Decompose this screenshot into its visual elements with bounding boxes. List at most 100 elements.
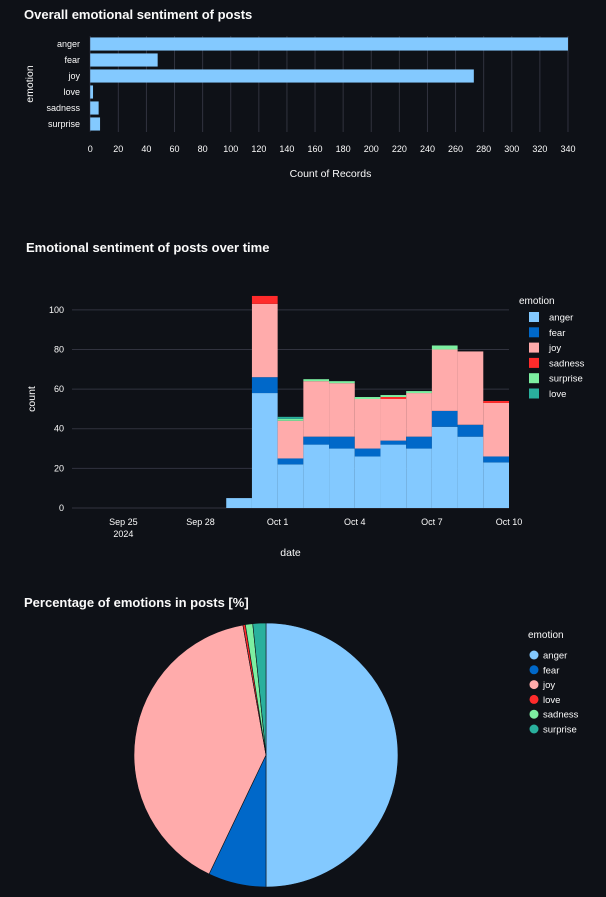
bar-anger — [329, 448, 355, 508]
legend-swatch-love — [529, 694, 539, 704]
bar-sadness — [90, 101, 99, 115]
x-tick-label: Sep 28 — [186, 517, 215, 527]
legend-label-anger: anger — [549, 313, 573, 324]
bar-love — [90, 85, 94, 99]
bar-fear — [354, 448, 381, 457]
legend-swatch-sadness — [529, 357, 539, 368]
y-tick-label: 20 — [54, 463, 64, 473]
bar-anger — [431, 426, 458, 508]
y-tick-label: 0 — [59, 503, 64, 513]
bar-surprise — [303, 379, 330, 382]
bar-joy — [457, 351, 484, 425]
bar-anger — [380, 444, 407, 508]
bar-sadness — [483, 400, 509, 403]
legend-swatch-joy — [529, 680, 539, 690]
bar-fear — [251, 377, 278, 394]
chart3-title: Percentage of emotions in posts [%] — [24, 595, 249, 610]
x-tick-label: Oct 10 — [496, 517, 523, 527]
x-tick-label: 60 — [170, 144, 180, 154]
x-axis-label: date — [280, 547, 301, 559]
y-tick-label: 60 — [54, 384, 64, 394]
x-tick-label: 20 — [113, 144, 123, 154]
bar-surprise — [90, 117, 101, 131]
bar-fear — [457, 424, 484, 437]
legend-swatch-surprise — [529, 373, 539, 384]
x-tick-label: 160 — [308, 144, 323, 154]
chart3-pie-chart: emotion anger fear joy love sadness surprise — [133, 622, 579, 888]
bar-surprise — [277, 418, 304, 421]
y-tick-label: love — [63, 87, 80, 97]
x-tick-label: Sep 25 — [109, 517, 138, 527]
legend-title: emotion — [519, 296, 555, 307]
bar-sadness — [251, 295, 278, 304]
bar-fear — [329, 436, 355, 449]
y-axis-label: emotion — [24, 65, 36, 103]
bar-anger — [354, 456, 381, 508]
bar-anger — [226, 498, 252, 508]
legend-swatch-surprise — [529, 724, 539, 734]
bar-anger — [457, 436, 484, 508]
x-tick-label: Oct 7 — [421, 517, 443, 527]
legend-swatch-joy — [529, 342, 539, 353]
legend-label-surprise: surprise — [549, 374, 583, 385]
x-tick-label: 280 — [476, 144, 491, 154]
y-tick-label: surprise — [48, 119, 80, 129]
bar-joy — [380, 399, 407, 441]
y-tick-label: sadness — [46, 103, 80, 113]
bar-joy — [329, 383, 355, 437]
x-tick-label: Oct 4 — [344, 517, 366, 527]
bar-anger — [90, 37, 568, 51]
x-tick-label: 180 — [336, 144, 351, 154]
legend-label-sadness: sadness — [549, 358, 585, 369]
bar-surprise — [380, 395, 407, 398]
bar-fear — [380, 440, 407, 445]
legend-label-joy: joy — [548, 343, 561, 354]
legend-swatch-fear — [529, 327, 539, 338]
x-tick-label: 140 — [279, 144, 294, 154]
x-tick-label: 80 — [198, 144, 208, 154]
x-tick-label: 120 — [251, 144, 266, 154]
legend-label-fear: fear — [549, 328, 565, 339]
bar-joy — [90, 69, 474, 83]
legend-title: emotion — [528, 630, 564, 641]
x-tick-label: 220 — [392, 144, 407, 154]
bar-anger — [251, 393, 278, 508]
legend-swatch-sadness — [529, 709, 539, 719]
x-tick-label: 100 — [223, 144, 238, 154]
legend-label-joy: joy — [542, 680, 555, 691]
bar-fear — [277, 458, 304, 465]
y-tick-label: 80 — [54, 344, 64, 354]
pie-slice-anger — [265, 622, 399, 888]
bar-joy — [406, 393, 432, 437]
bar-joy — [354, 399, 381, 449]
x-axis-label: Count of Records — [290, 168, 372, 180]
legend-swatch-fear — [529, 665, 539, 675]
legend-label-sadness: sadness — [543, 710, 579, 721]
bar-fear — [483, 456, 509, 463]
bar-anger — [303, 444, 330, 508]
y-tick-label: fear — [64, 55, 80, 65]
bar-anger — [483, 462, 509, 508]
legend-label-love: love — [543, 695, 560, 706]
bar-joy — [303, 381, 330, 437]
y-tick-label: joy — [67, 71, 80, 81]
x-tick-label: 0 — [88, 144, 93, 154]
chart2-title: Emotional sentiment of posts over time — [26, 240, 270, 255]
bar-surprise — [406, 391, 432, 394]
bar-sadness — [380, 397, 407, 399]
x-tick-label: 260 — [448, 144, 463, 154]
x-tick-label: 40 — [141, 144, 151, 154]
bar-surprise — [354, 397, 381, 399]
x-tick-label: 200 — [364, 144, 379, 154]
bar-surprise — [329, 381, 355, 384]
y-tick-label: anger — [57, 39, 80, 49]
legend-swatch-anger — [529, 650, 539, 660]
bar-joy — [431, 349, 458, 411]
bar-fear — [90, 53, 158, 67]
y-tick-label: 100 — [49, 305, 64, 315]
bar-anger — [277, 464, 304, 508]
x-tick-label: Oct 1 — [267, 517, 289, 527]
legend-label-love: love — [549, 389, 566, 400]
chart1-horizontal-bar-chart: 0 20 40 60 80 100 120 140 160 180 200 220 240 260 280 3… — [24, 36, 575, 180]
legend-label-surprise: surprise — [543, 725, 577, 736]
